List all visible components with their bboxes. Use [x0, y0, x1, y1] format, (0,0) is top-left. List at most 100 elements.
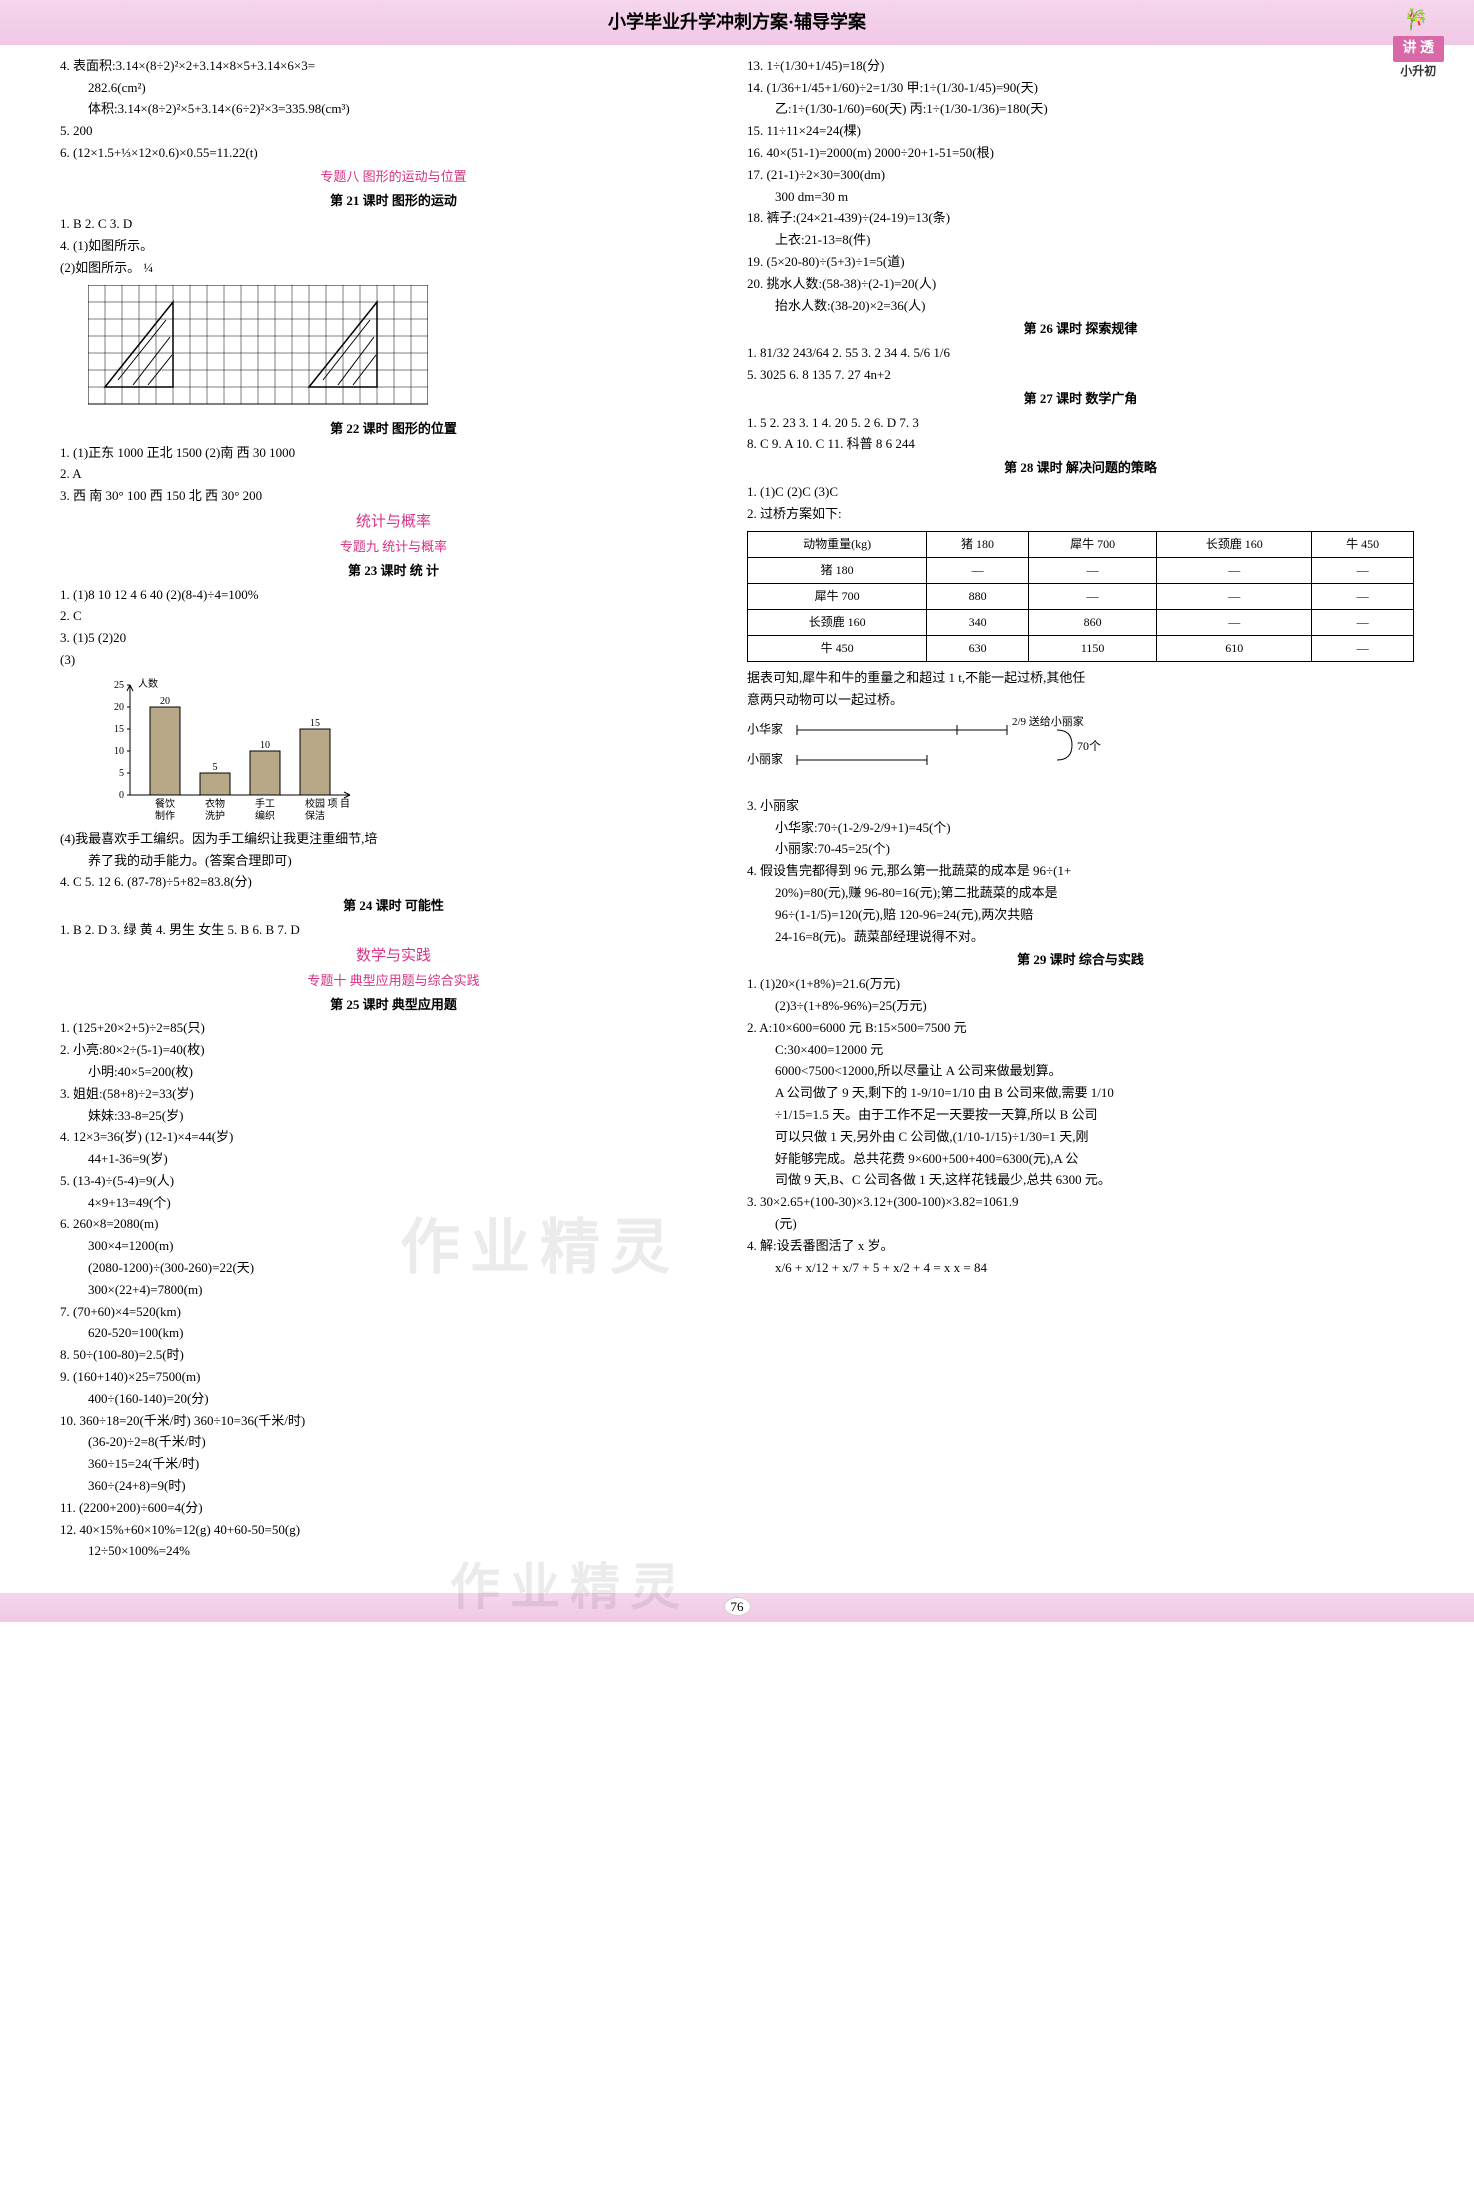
text-line: 24-16=8(元)。蔬菜部经理说得不对。 [747, 927, 1414, 948]
text-line: 300×(22+4)=7800(m) [60, 1280, 727, 1301]
lesson-heading: 第 24 课时 可能性 [60, 896, 727, 917]
lesson-heading: 第 22 课时 图形的位置 [60, 419, 727, 440]
svg-text:项 目: 项 目 [328, 798, 351, 810]
lesson-heading: 第 28 课时 解决问题的策略 [747, 458, 1414, 479]
svg-text:15: 15 [310, 718, 320, 729]
text-line: 1. 5 2. 23 3. 1 4. 20 5. 2 6. D 7. 3 [747, 413, 1414, 434]
table-cell: — [1028, 583, 1156, 609]
table-cell: 610 [1157, 636, 1312, 662]
text-line: 1. B 2. C 3. D [60, 214, 727, 235]
badge-text: 讲 透 [1393, 36, 1445, 62]
table-cell: 630 [927, 636, 1029, 662]
table-cell: — [1312, 636, 1414, 662]
table-cell: 牛 450 [748, 636, 927, 662]
page-header: 小学毕业升学冲刺方案·辅导学案 🎋 讲 透 小升初 [0, 0, 1474, 45]
text-line: 7. (70+60)×4=520(km) [60, 1302, 727, 1323]
table-cell: 长颈鹿 160 [748, 610, 927, 636]
text-line: 1. (1)8 10 12 4 6 40 (2)(8-4)÷4=100% [60, 585, 727, 606]
lesson-heading: 第 26 课时 探索规律 [747, 319, 1414, 340]
text-line: 意两只动物可以一起过桥。 [747, 690, 1414, 711]
text-line: 6. (12×1.5+⅓×12×0.6)×0.55=11.22(t) [60, 143, 727, 164]
page-number: 76 [724, 1597, 751, 1616]
left-column: 4. 表面积:3.14×(8÷2)²×2+3.14×8×5+3.14×6×3= … [60, 55, 727, 1563]
text-line: 司做 9 天,B、C 公司各做 1 天,这样花钱最少,总共 6300 元。 [747, 1170, 1414, 1191]
section-heading: 专题九 统计与概率 [60, 537, 727, 558]
text-line: 5. 200 [60, 121, 727, 142]
text-line: 13. 1÷(1/30+1/45)=18(分) [747, 56, 1414, 77]
right-column: 13. 1÷(1/30+1/45)=18(分)14. (1/36+1/45+1/… [747, 55, 1414, 1563]
text-line: 体积:3.14×(8÷2)²×5+3.14×(6÷2)²×3=335.98(cm… [60, 99, 727, 120]
text-line: 17. (21-1)÷2×30=300(dm) [747, 165, 1414, 186]
text-line: 4. (1)如图所示。 [60, 236, 727, 257]
table-cell: 880 [927, 583, 1029, 609]
lesson-heading: 第 29 课时 综合与实践 [747, 950, 1414, 971]
table-header-cell: 牛 450 [1312, 531, 1414, 557]
section-heading: 专题八 图形的运动与位置 [60, 167, 727, 188]
table-cell: 1150 [1028, 636, 1156, 662]
text-line: 抬水人数:(38-20)×2=36(人) [747, 296, 1414, 317]
text-line: 4. 假设售完都得到 96 元,那么第一批蔬菜的成本是 96÷(1+ [747, 861, 1414, 882]
svg-text:小丽家: 小丽家 [747, 751, 783, 766]
text-line: 4. C 5. 12 6. (87-78)÷5+82=83.8(分) [60, 872, 727, 893]
table-cell: 340 [927, 610, 1029, 636]
text-line: 8. 50÷(100-80)=2.5(时) [60, 1345, 727, 1366]
table-cell: — [1157, 583, 1312, 609]
lesson28-3-body: 3. 小丽家小华家:70÷(1-2/9-2/9+1)=45(个)小丽家:70-4… [747, 796, 1414, 948]
svg-text:5: 5 [119, 768, 124, 779]
text-line: 1. (1)20×(1+8%)=21.6(万元) [747, 974, 1414, 995]
text-line: 3. 小丽家 [747, 796, 1414, 817]
text-line: 300×4=1200(m) [60, 1236, 727, 1257]
text-line: 4. 解:设丢番图活了 x 岁。 [747, 1236, 1414, 1257]
lesson25-body: 1. (125+20×2+5)÷2=85(只)2. 小亮:80×2÷(5-1)=… [60, 1018, 727, 1562]
text-line: 上衣:21-13=8(件) [747, 230, 1414, 251]
text-line: (2080-1200)÷(300-260)=22(天) [60, 1258, 727, 1279]
text-line: 18. 裤子:(24×21-439)÷(24-19)=13(条) [747, 208, 1414, 229]
bracket-diagram: 小华家 2/9 送给小丽家 小丽家 70个 [747, 715, 1414, 792]
bridge-table: 动物重量(kg)猪 180犀牛 700长颈鹿 160牛 450猪 180————… [747, 531, 1414, 663]
section-heading: 统计与概率 [60, 510, 727, 534]
svg-text:校园: 校园 [305, 797, 325, 810]
text-line: 8. C 9. A 10. C 11. 科普 8 6 244 [747, 434, 1414, 455]
text-line: (2)如图所示。 ¼ [60, 258, 727, 279]
table-cell: — [1028, 557, 1156, 583]
table-cell: — [1312, 583, 1414, 609]
text-line: 16. 40×(51-1)=2000(m) 2000÷20+1-51=50(根) [747, 143, 1414, 164]
text-line: 15. 11÷11×24=24(棵) [747, 121, 1414, 142]
text-line: C:30×400=12000 元 [747, 1040, 1414, 1061]
text-line: 小华家:70÷(1-2/9-2/9+1)=45(个) [747, 818, 1414, 839]
table-cell: 860 [1028, 610, 1156, 636]
text-line: 12. 40×15%+60×10%=12(g) 40+60-50=50(g) [60, 1520, 727, 1541]
text-line: (2)3÷(1+8%-96%)=25(万元) [747, 996, 1414, 1017]
svg-text:0: 0 [119, 790, 124, 801]
text-line: 44+1-36=9(岁) [60, 1149, 727, 1170]
lesson-heading: 第 27 课时 数学广角 [747, 389, 1414, 410]
text-line: 20. 挑水人数:(58-38)÷(2-1)=20(人) [747, 274, 1414, 295]
section-heading: 数学与实践 [60, 944, 727, 968]
section-heading: 专题十 典型应用题与综合实践 [60, 971, 727, 992]
text-line: 养了我的动手能力。(答案合理即可) [60, 851, 727, 872]
text-line: 1. 81/32 243/64 2. 55 3. 2 34 4. 5/6 1/6 [747, 343, 1414, 364]
text-line: 19. (5×20-80)÷(5+3)÷1=5(道) [747, 252, 1414, 273]
text-line: 3. 西 南 30° 100 西 150 北 西 30° 200 [60, 486, 727, 507]
text-line: (4)我最喜欢手工编织。因为手工编织让我更注重细节,培 [60, 829, 727, 850]
text-line: A 公司做了 9 天,剩下的 1-9/10=1/10 由 B 公司来做,需要 1… [747, 1083, 1414, 1104]
text-line: 3. 姐姐:(58+8)÷2=33(岁) [60, 1084, 727, 1105]
text-line: (3) [60, 650, 727, 671]
svg-text:25: 25 [114, 680, 124, 691]
text-line: 300 dm=30 m [747, 187, 1414, 208]
table-row: 长颈鹿 160340860—— [748, 610, 1414, 636]
text-line: (元) [747, 1214, 1414, 1235]
text-line: 5. 3025 6. 8 135 7. 27 4n+2 [747, 365, 1414, 386]
text-line: 2. 过桥方案如下: [747, 504, 1414, 525]
text-line: 据表可知,犀牛和牛的重量之和超过 1 t,不能一起过桥,其他任 [747, 668, 1414, 689]
diagram-label: 小华家 [747, 721, 783, 736]
table-row: 犀牛 700880——— [748, 583, 1414, 609]
text-line: 2. C [60, 606, 727, 627]
svg-text:餐饮: 餐饮 [155, 797, 175, 810]
text-line: 4×9+13=49(个) [60, 1193, 727, 1214]
text-line: 400÷(160-140)=20(分) [60, 1389, 727, 1410]
text-line: 1. B 2. D 3. 绿 黄 4. 男生 女生 5. B 6. B 7. D [60, 920, 727, 941]
text-line: 9. (160+140)×25=7500(m) [60, 1367, 727, 1388]
text-line: 282.6(cm²) [60, 78, 727, 99]
text-line: 小明:40×5=200(枚) [60, 1062, 727, 1083]
